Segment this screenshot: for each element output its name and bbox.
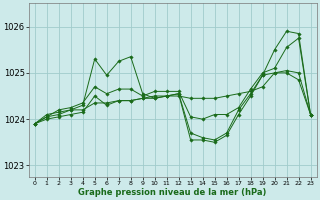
- X-axis label: Graphe pression niveau de la mer (hPa): Graphe pression niveau de la mer (hPa): [78, 188, 267, 197]
